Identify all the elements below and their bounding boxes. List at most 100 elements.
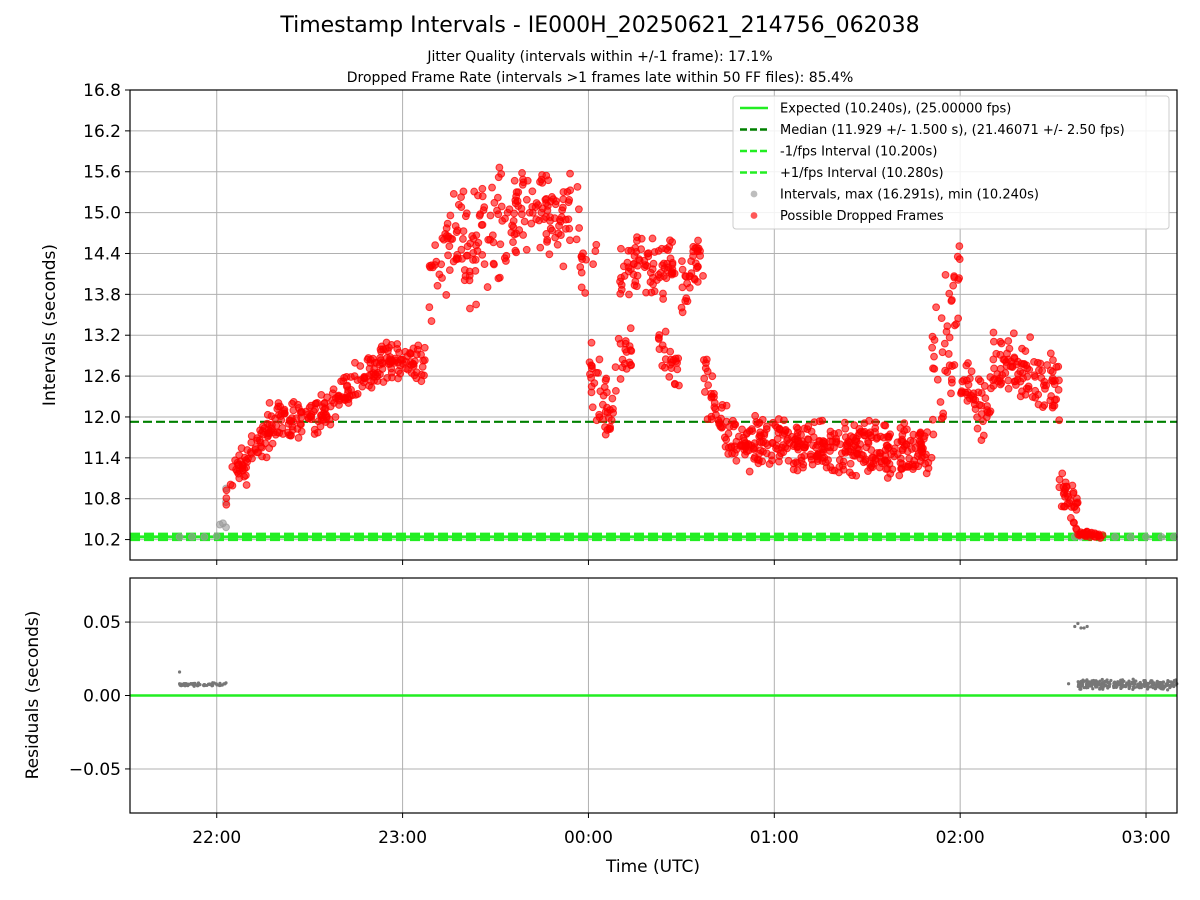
dropped-frame-point: [902, 440, 911, 449]
dropped-frame-point: [321, 410, 330, 419]
dropped-frame-point: [228, 481, 237, 490]
dropped-frame-point: [813, 450, 822, 458]
dropped-frame-point: [222, 500, 231, 509]
dropped-frame-point: [595, 410, 604, 419]
dropped-frame-point: [660, 345, 669, 354]
dropped-frame-point: [989, 337, 998, 346]
dropped-frame-point: [699, 356, 708, 364]
dropped-frame-point: [1018, 344, 1026, 353]
dropped-frame-point: [573, 183, 582, 191]
dropped-frame-point: [242, 481, 251, 489]
dropped-frame-point: [461, 272, 470, 280]
residual-point: [1107, 680, 1111, 685]
dropped-frame-point: [687, 257, 696, 266]
dropped-frame-point: [732, 456, 741, 465]
dropped-frame-point: [477, 221, 486, 229]
dropped-frame-point: [696, 251, 704, 260]
dropped-frame-point: [459, 227, 468, 236]
dropped-frame-point: [469, 256, 477, 264]
dropped-frame-point: [762, 425, 771, 433]
dropped-frame-point: [588, 403, 597, 412]
residual-point: [1082, 686, 1086, 690]
dropped-frame-point: [993, 377, 1002, 386]
dropped-frame-point: [945, 361, 954, 370]
dropped-frame-point: [626, 324, 635, 333]
dropped-frame-point: [792, 423, 801, 432]
legend: Expected (10.240s), (25.00000 fps) Median…: [732, 95, 1170, 230]
dropped-frame-point: [431, 241, 440, 250]
residual-point: [1153, 687, 1157, 691]
dropped-frame-point: [1026, 333, 1035, 342]
dropped-frame-point: [955, 242, 964, 251]
dropped-frame-point: [682, 294, 691, 303]
dropped-frame-point: [413, 345, 422, 354]
dropped-frame-point: [845, 468, 854, 477]
dropped-frame-point: [564, 198, 573, 207]
dropped-frame-point: [387, 368, 396, 377]
dropped-frame-point: [338, 393, 347, 402]
dropped-frame-point: [376, 370, 384, 379]
dropped-frame-point: [587, 361, 596, 370]
dropped-frame-point: [1046, 366, 1055, 375]
dropped-frame-point: [335, 401, 343, 409]
dropped-frame-point: [469, 249, 478, 257]
dropped-frame-point: [916, 441, 924, 449]
dropped-frame-point: [882, 457, 891, 466]
dropped-frame-point: [784, 428, 792, 437]
dropped-frame-point: [678, 257, 686, 266]
dropped-frame-point: [875, 463, 884, 472]
dropped-frame-point: [1023, 372, 1032, 381]
residual-point: [1086, 682, 1090, 687]
dropped-frame-point: [992, 349, 1001, 358]
dropped-frame-point: [488, 183, 496, 192]
dropped-frame-point: [621, 337, 630, 345]
dropped-frame-point: [1038, 403, 1047, 412]
dropped-frame-point: [929, 364, 937, 373]
dropped-frame-point: [983, 402, 991, 410]
dropped-frame-point: [670, 379, 679, 388]
residual-point: [1172, 680, 1176, 684]
residual-point: [1079, 679, 1083, 683]
dropped-frame-point: [489, 259, 498, 268]
dropped-frame-point: [938, 348, 947, 357]
dropped-frame-point: [564, 215, 573, 224]
dropped-frame-point: [329, 385, 338, 394]
residual-point: [1135, 685, 1139, 689]
dropped-frame-point: [537, 208, 546, 217]
dropped-frame-point: [558, 206, 567, 215]
residual-point: [1066, 682, 1071, 686]
residual-point: [1079, 626, 1083, 630]
dropped-frame-point: [694, 236, 702, 245]
dropped-frame-point: [830, 443, 838, 452]
dropped-frame-point: [668, 269, 677, 277]
residual-point: [1165, 681, 1169, 686]
dropped-frame-point: [601, 407, 610, 416]
y-tick-label: 15.6: [83, 163, 121, 183]
dropped-frame-point: [685, 283, 694, 292]
dropped-frame-point: [937, 414, 946, 423]
dropped-frame-point: [265, 429, 274, 438]
dropped-frame-point: [948, 296, 956, 304]
dropped-frame-point: [611, 386, 620, 395]
dropped-frame-point: [577, 283, 586, 292]
dropped-frame-point: [632, 282, 641, 291]
dropped-frame-point: [658, 261, 667, 270]
dropped-frame-point: [500, 254, 509, 263]
dropped-frame-point: [835, 462, 844, 471]
dropped-frame-point: [542, 171, 551, 180]
dropped-frame-point: [1006, 362, 1015, 371]
top-plot-points: [175, 163, 1178, 542]
residual-point: [1079, 687, 1083, 691]
dropped-frame-point: [699, 271, 707, 280]
dropped-frame-point: [821, 458, 830, 467]
residual-point: [177, 670, 182, 674]
dropped-frame-point: [1034, 390, 1043, 399]
residual-point: [1155, 681, 1159, 685]
dropped-frame-point: [539, 215, 548, 223]
dropped-frame-point: [313, 428, 322, 437]
residual-point: [1142, 684, 1147, 689]
dropped-frame-point: [542, 199, 550, 208]
legend-entry-label: Expected (10.240s), (25.00000 fps): [780, 102, 1011, 117]
dropped-frame-point: [363, 355, 372, 364]
dropped-frame-point: [941, 366, 950, 375]
